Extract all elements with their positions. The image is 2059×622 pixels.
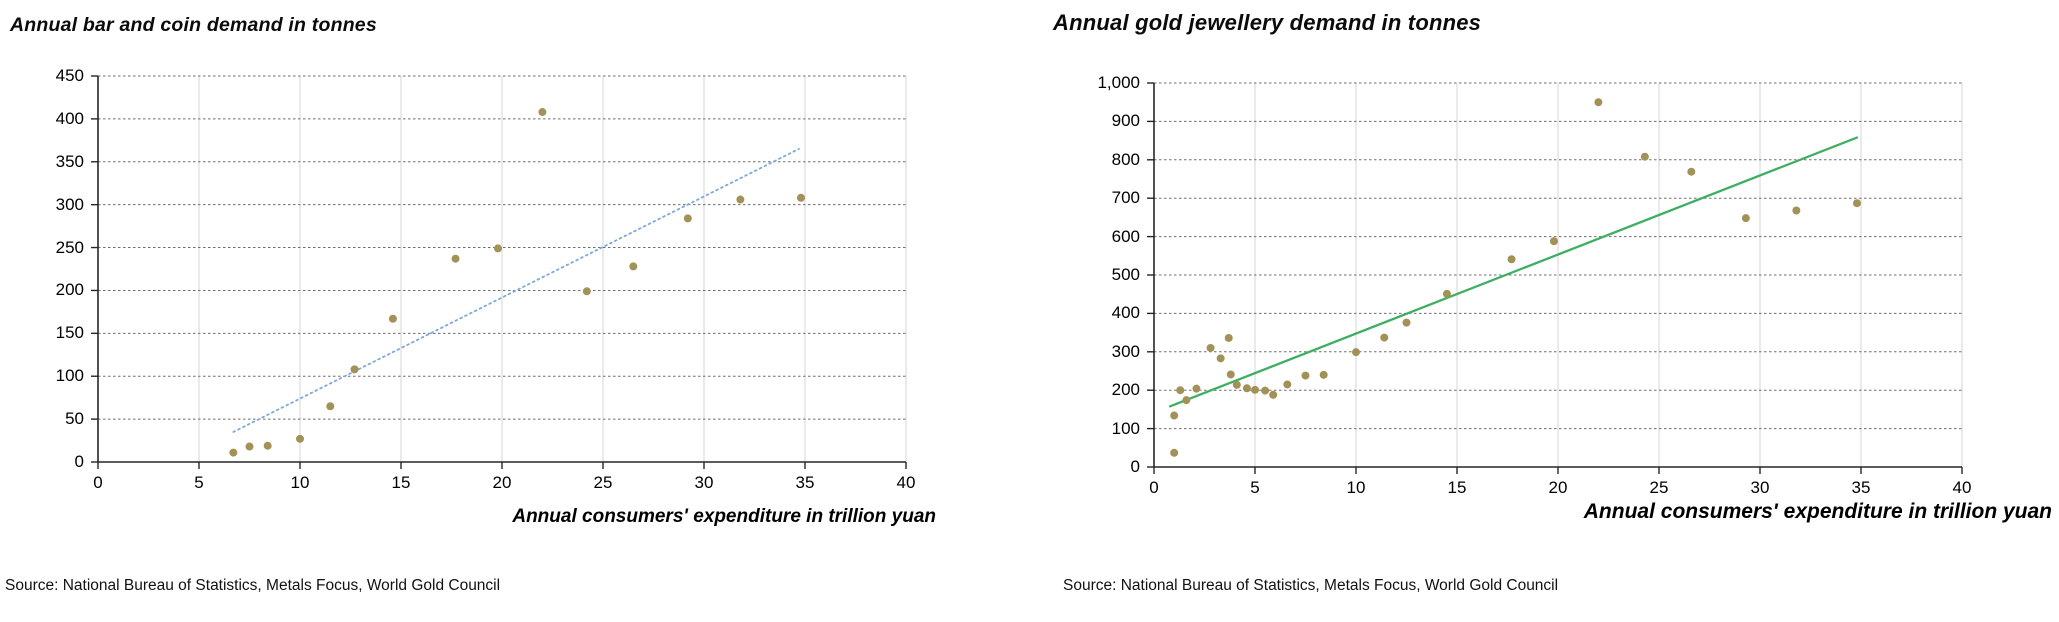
data-point — [229, 448, 238, 457]
data-point — [1226, 370, 1235, 379]
x-tick-label: 40 — [1952, 478, 1972, 497]
data-point — [1319, 370, 1328, 379]
bar-coin-chart-title: Annual bar and coin demand in tonnes — [10, 14, 377, 36]
data-point — [1640, 152, 1649, 161]
data-point — [582, 287, 591, 296]
x-tick-label: 35 — [795, 473, 815, 492]
data-point — [245, 442, 254, 451]
data-point — [326, 402, 335, 411]
data-point — [1192, 384, 1201, 393]
jewellery-chart-title: Annual gold jewellery demand in tonnes — [1053, 10, 1482, 35]
data-point — [1232, 380, 1241, 389]
data-point — [1852, 199, 1861, 208]
x-tick-label: 5 — [194, 473, 204, 492]
data-point — [350, 365, 359, 374]
x-tick-label: 0 — [93, 473, 103, 492]
x-tick-label: 20 — [1548, 478, 1568, 497]
data-point — [1206, 343, 1215, 352]
x-tick-label: 5 — [1250, 478, 1260, 497]
y-tick-label: 100 — [55, 366, 84, 386]
y-tick-label: 400 — [55, 108, 84, 128]
scatter-plot-svg — [91, 75, 907, 469]
data-point — [1549, 237, 1558, 246]
y-tick-label: 0 — [74, 452, 84, 471]
data-point — [629, 262, 638, 271]
y-tick-label: 500 — [1111, 265, 1140, 284]
data-point — [736, 195, 745, 204]
x-tick-label: 25 — [1649, 478, 1669, 497]
y-tick-label: 1,000 — [1097, 73, 1140, 92]
x-tick-label: 10 — [1346, 478, 1366, 497]
y-tick-label: 400 — [1111, 303, 1140, 323]
jewellery-source-note: Source: National Bureau of Statistics, M… — [1063, 577, 1559, 594]
data-point — [296, 434, 304, 443]
y-tick-label: 350 — [55, 151, 84, 171]
y-tick-label: 300 — [1111, 341, 1140, 361]
y-tick-label: 200 — [1111, 380, 1140, 400]
data-point — [263, 441, 272, 450]
data-point — [1442, 289, 1451, 298]
y-tick-label: 300 — [55, 194, 84, 214]
x-tick-label: 15 — [1447, 478, 1467, 497]
x-tick-label: 20 — [492, 473, 512, 492]
bar-coin-plot-area: 0 50 100 150 200 250 300 350 400 450 0 5 10 15 20 25 30 3… — [56, 67, 916, 492]
data-point — [1283, 380, 1292, 389]
x-tick-label: 25 — [593, 473, 613, 492]
data-point — [1507, 255, 1516, 264]
y-tick-label: 800 — [1111, 149, 1140, 169]
data-point — [1687, 167, 1696, 176]
y-tick-label: 50 — [65, 409, 84, 429]
y-tick-label: 100 — [1111, 418, 1140, 438]
x-tick-label: 0 — [1149, 478, 1159, 497]
x-tick-label: 40 — [896, 473, 916, 492]
data-point — [1242, 384, 1251, 393]
data-point — [1251, 385, 1259, 394]
data-point — [1216, 354, 1225, 363]
data-point — [1402, 318, 1411, 327]
data-point — [683, 214, 692, 223]
data-point — [388, 314, 397, 323]
data-point — [1261, 386, 1270, 395]
y-tick-label: 150 — [55, 323, 84, 343]
data-point — [493, 244, 502, 253]
y-tick-label: 200 — [55, 280, 84, 300]
data-point — [1792, 206, 1801, 215]
y-tick-label: 600 — [1111, 226, 1140, 246]
data-point — [1269, 390, 1278, 399]
x-tick-label: 15 — [391, 473, 411, 492]
data-point — [451, 254, 460, 263]
y-tick-label: 450 — [55, 66, 84, 85]
data-point — [1352, 348, 1360, 357]
bar-coin-source-note: Source: National Bureau of Statistics, M… — [5, 577, 501, 594]
data-point — [1224, 333, 1233, 342]
y-tick-label: 700 — [1111, 188, 1140, 208]
data-point — [1170, 448, 1179, 457]
data-point — [1170, 411, 1179, 420]
data-point — [1301, 371, 1310, 380]
data-point — [796, 193, 805, 202]
data-point — [1594, 98, 1603, 107]
data-point — [1741, 214, 1750, 223]
jewellery-plot-area: 0 100 200 300 400 500 600 700 800 900 1,000 0 5 10 15 2… — [1097, 74, 1971, 497]
bar-coin-x-axis-label: Annual consumers' expenditure in trillio… — [512, 506, 936, 527]
jewellery-x-axis-label: Annual consumers' expenditure in trillio… — [1583, 500, 2052, 523]
trend-line — [1169, 136, 1859, 408]
y-tick-label: 900 — [1111, 111, 1140, 131]
y-tick-label: 0 — [1130, 457, 1140, 476]
data-point — [1176, 386, 1185, 395]
data-point — [1182, 396, 1191, 405]
data-point — [538, 108, 547, 117]
scatter-plot-svg — [1147, 82, 1963, 474]
x-tick-label: 30 — [694, 473, 714, 492]
x-tick-label: 30 — [1750, 478, 1770, 497]
y-tick-label: 250 — [55, 237, 84, 257]
data-point — [1380, 333, 1389, 342]
x-tick-label: 35 — [1851, 478, 1871, 497]
x-tick-label: 10 — [290, 473, 310, 492]
